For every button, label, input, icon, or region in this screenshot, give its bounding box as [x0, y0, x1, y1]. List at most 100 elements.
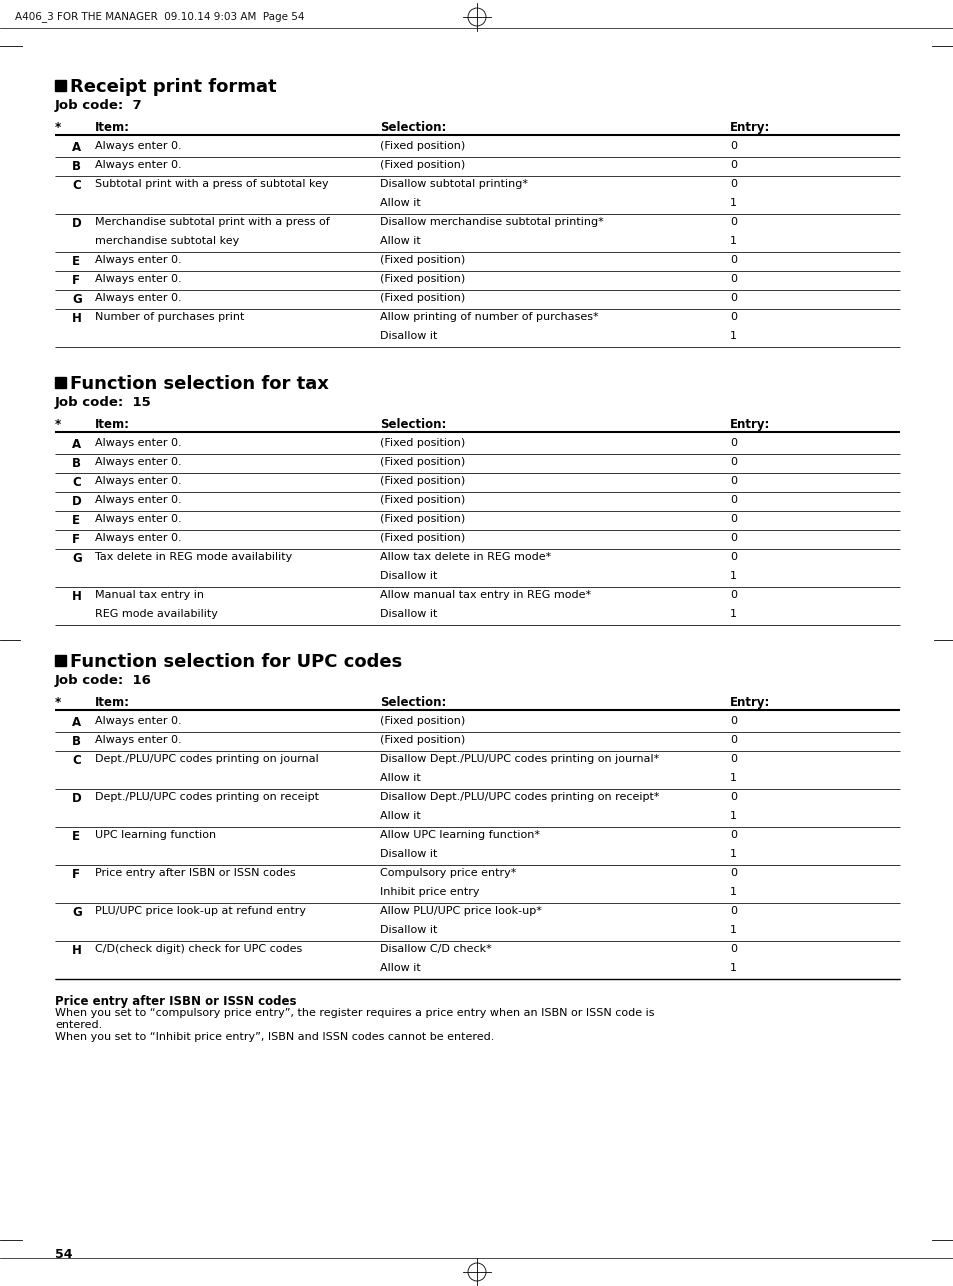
- Text: Allow it: Allow it: [379, 963, 420, 974]
- Text: G: G: [71, 907, 82, 919]
- Text: C/D(check digit) check for UPC codes: C/D(check digit) check for UPC codes: [95, 944, 302, 954]
- Text: 0: 0: [729, 141, 737, 150]
- Text: F: F: [71, 274, 80, 287]
- Text: 0: 0: [729, 792, 737, 802]
- Text: merchandise subtotal key: merchandise subtotal key: [95, 237, 239, 246]
- Text: Allow it: Allow it: [379, 773, 420, 783]
- Text: 0: 0: [729, 532, 737, 543]
- Text: Allow PLU/UPC price look-up*: Allow PLU/UPC price look-up*: [379, 907, 541, 916]
- Text: Disallow it: Disallow it: [379, 571, 436, 581]
- Text: (Fixed position): (Fixed position): [379, 293, 465, 303]
- Text: Disallow subtotal printing*: Disallow subtotal printing*: [379, 179, 527, 189]
- Text: Always enter 0.: Always enter 0.: [95, 255, 181, 265]
- Text: Function selection for UPC codes: Function selection for UPC codes: [70, 653, 402, 671]
- Text: Always enter 0.: Always enter 0.: [95, 274, 181, 284]
- Text: H: H: [71, 590, 82, 603]
- Bar: [55, 377, 66, 388]
- Text: (Fixed position): (Fixed position): [379, 532, 465, 543]
- Text: 0: 0: [729, 495, 737, 505]
- Text: 54: 54: [55, 1247, 72, 1262]
- Text: 0: 0: [729, 255, 737, 265]
- Text: Disallow Dept./PLU/UPC codes printing on journal*: Disallow Dept./PLU/UPC codes printing on…: [379, 754, 659, 764]
- Text: 0: 0: [729, 439, 737, 448]
- Text: Always enter 0.: Always enter 0.: [95, 439, 181, 448]
- Text: Item:: Item:: [95, 418, 130, 431]
- Text: C: C: [71, 179, 81, 192]
- Text: Disallow Dept./PLU/UPC codes printing on receipt*: Disallow Dept./PLU/UPC codes printing on…: [379, 792, 659, 802]
- Text: *: *: [55, 696, 61, 709]
- Text: (Fixed position): (Fixed position): [379, 514, 465, 523]
- Text: Always enter 0.: Always enter 0.: [95, 495, 181, 505]
- Text: Entry:: Entry:: [729, 696, 770, 709]
- Text: Subtotal print with a press of subtotal key: Subtotal print with a press of subtotal …: [95, 179, 328, 189]
- Text: Always enter 0.: Always enter 0.: [95, 457, 181, 467]
- Text: Always enter 0.: Always enter 0.: [95, 476, 181, 486]
- Text: 1: 1: [729, 849, 737, 859]
- Text: When you set to “Inhibit price entry”, ISBN and ISSN codes cannot be entered.: When you set to “Inhibit price entry”, I…: [55, 1031, 494, 1042]
- Text: PLU/UPC price look-up at refund entry: PLU/UPC price look-up at refund entry: [95, 907, 306, 916]
- Text: G: G: [71, 552, 82, 565]
- Text: Entry:: Entry:: [729, 418, 770, 431]
- Text: F: F: [71, 532, 80, 547]
- Text: 0: 0: [729, 868, 737, 878]
- Text: 0: 0: [729, 457, 737, 467]
- Text: 1: 1: [729, 925, 737, 935]
- Text: Disallow it: Disallow it: [379, 610, 436, 619]
- Text: Allow it: Allow it: [379, 237, 420, 246]
- Text: Always enter 0.: Always enter 0.: [95, 159, 181, 170]
- Text: Compulsory price entry*: Compulsory price entry*: [379, 868, 516, 878]
- Text: 0: 0: [729, 829, 737, 840]
- Text: Item:: Item:: [95, 121, 130, 134]
- Text: Entry:: Entry:: [729, 121, 770, 134]
- Text: A: A: [71, 439, 81, 451]
- Text: Disallow merchandise subtotal printing*: Disallow merchandise subtotal printing*: [379, 217, 603, 228]
- Text: Disallow it: Disallow it: [379, 925, 436, 935]
- Text: Allow it: Allow it: [379, 198, 420, 208]
- Text: Receipt print format: Receipt print format: [70, 78, 276, 96]
- Text: G: G: [71, 293, 82, 306]
- Text: Disallow C/D check*: Disallow C/D check*: [379, 944, 491, 954]
- Text: 1: 1: [729, 331, 737, 341]
- Text: 0: 0: [729, 716, 737, 727]
- Text: (Fixed position): (Fixed position): [379, 476, 465, 486]
- Text: E: E: [71, 514, 80, 527]
- Text: Selection:: Selection:: [379, 121, 446, 134]
- Text: Always enter 0.: Always enter 0.: [95, 293, 181, 303]
- Text: A: A: [71, 716, 81, 729]
- Text: H: H: [71, 944, 82, 957]
- Text: D: D: [71, 792, 82, 805]
- Text: Always enter 0.: Always enter 0.: [95, 532, 181, 543]
- Text: Disallow it: Disallow it: [379, 331, 436, 341]
- Text: *: *: [55, 418, 61, 431]
- Text: (Fixed position): (Fixed position): [379, 716, 465, 727]
- Text: 0: 0: [729, 476, 737, 486]
- Text: Allow it: Allow it: [379, 811, 420, 820]
- Text: REG mode availability: REG mode availability: [95, 610, 217, 619]
- Text: F: F: [71, 868, 80, 881]
- Text: 0: 0: [729, 159, 737, 170]
- Text: UPC learning function: UPC learning function: [95, 829, 216, 840]
- Text: Item:: Item:: [95, 696, 130, 709]
- Text: 0: 0: [729, 736, 737, 745]
- Text: C: C: [71, 476, 81, 489]
- Text: A406_3 FOR THE MANAGER  09.10.14 9:03 AM  Page 54: A406_3 FOR THE MANAGER 09.10.14 9:03 AM …: [15, 12, 304, 22]
- Text: E: E: [71, 255, 80, 267]
- Text: 1: 1: [729, 198, 737, 208]
- Text: B: B: [71, 736, 81, 748]
- Text: Allow manual tax entry in REG mode*: Allow manual tax entry in REG mode*: [379, 590, 591, 601]
- Text: Number of purchases print: Number of purchases print: [95, 312, 244, 322]
- Text: Disallow it: Disallow it: [379, 849, 436, 859]
- Text: D: D: [71, 495, 82, 508]
- Text: 1: 1: [729, 237, 737, 246]
- Text: Dept./PLU/UPC codes printing on journal: Dept./PLU/UPC codes printing on journal: [95, 754, 318, 764]
- Text: 0: 0: [729, 274, 737, 284]
- Text: (Fixed position): (Fixed position): [379, 457, 465, 467]
- Text: Selection:: Selection:: [379, 418, 446, 431]
- Text: 0: 0: [729, 552, 737, 562]
- Bar: [55, 80, 66, 91]
- Text: D: D: [71, 217, 82, 230]
- Text: (Fixed position): (Fixed position): [379, 141, 465, 150]
- Text: Always enter 0.: Always enter 0.: [95, 716, 181, 727]
- Text: (Fixed position): (Fixed position): [379, 439, 465, 448]
- Text: (Fixed position): (Fixed position): [379, 736, 465, 745]
